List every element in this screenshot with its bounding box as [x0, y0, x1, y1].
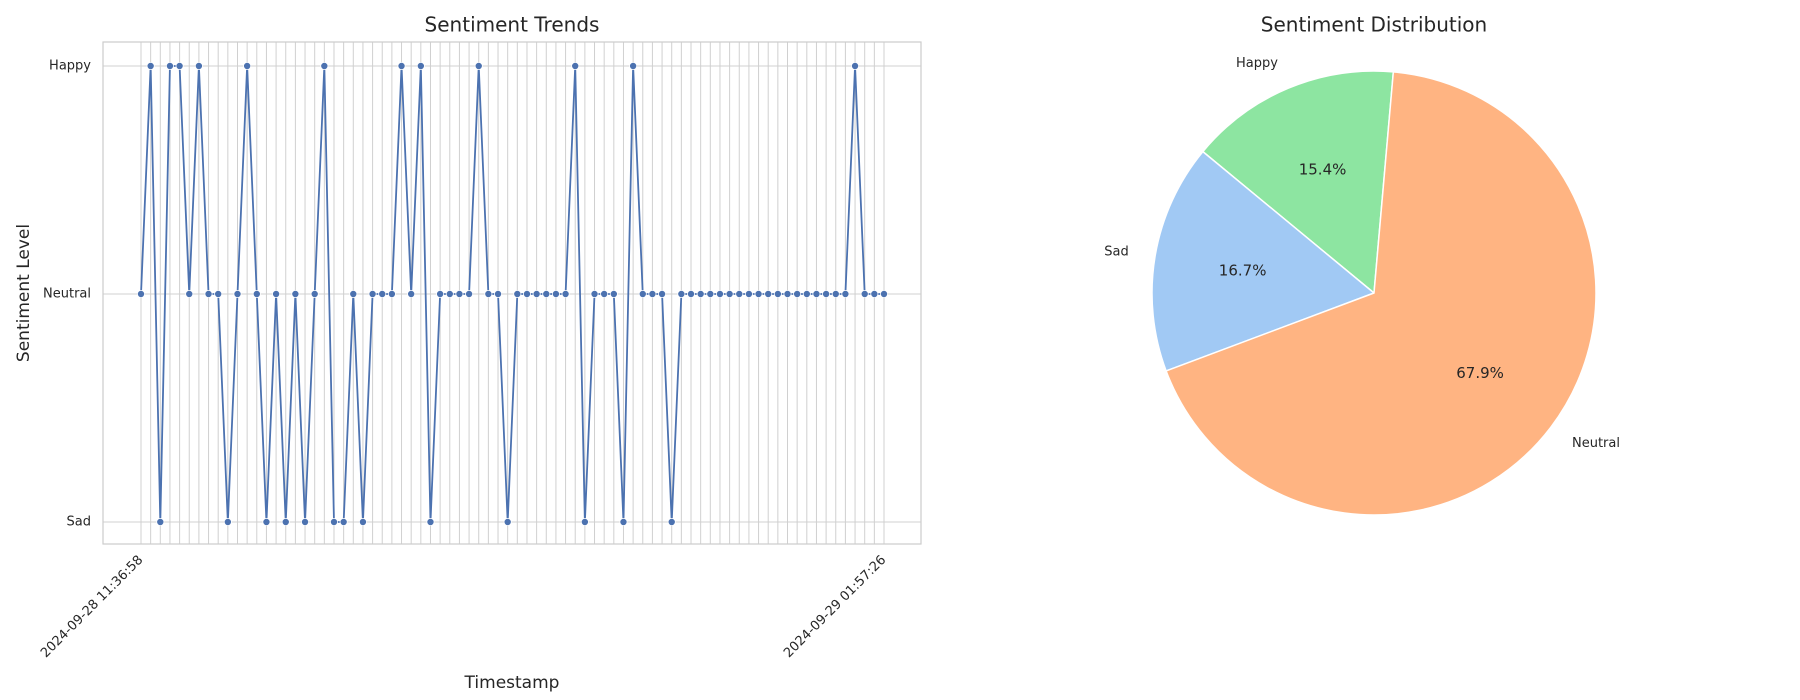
point: [609, 289, 618, 298]
point: [436, 289, 445, 298]
point: [358, 518, 367, 527]
slice-label: Happy: [1236, 56, 1278, 71]
point: [667, 518, 676, 527]
point: [233, 289, 242, 298]
point: [764, 289, 773, 298]
point: [329, 518, 338, 527]
x-tick-label: 2024-09-29 01:57:26: [781, 553, 889, 661]
point: [600, 289, 609, 298]
slice-percent: 15.4%: [1299, 161, 1347, 179]
point: [696, 289, 705, 298]
x-tick-label: 2024-09-28 11:36:58: [38, 553, 146, 661]
plot-frame: [102, 41, 922, 545]
point: [522, 289, 531, 298]
point: [387, 289, 396, 298]
pie-slice: [1151, 150, 1376, 372]
point: [185, 289, 194, 298]
point: [146, 62, 155, 71]
point: [619, 518, 628, 527]
point: [677, 289, 686, 298]
point: [590, 289, 599, 298]
point: [851, 62, 860, 71]
point: [783, 289, 792, 298]
point: [156, 518, 165, 527]
y-tick-label: Neutral: [43, 287, 91, 302]
point: [416, 62, 425, 71]
point: [214, 289, 223, 298]
point: [445, 289, 454, 298]
point: [735, 289, 744, 298]
point: [301, 518, 310, 527]
point: [281, 518, 290, 527]
point: [793, 289, 802, 298]
pie-slice: [1165, 71, 1597, 516]
y-tick-label: Sad: [67, 515, 91, 530]
point: [426, 518, 435, 527]
pie-slice: [1201, 70, 1395, 295]
slice-label: Sad: [1104, 244, 1128, 259]
point: [802, 289, 811, 298]
point: [310, 289, 319, 298]
point: [243, 62, 252, 71]
point: [725, 289, 734, 298]
point: [349, 289, 358, 298]
point: [465, 289, 474, 298]
point: [687, 289, 696, 298]
slice-label: Neutral: [1572, 436, 1620, 451]
point: [860, 289, 869, 298]
slice-percent: 16.7%: [1219, 262, 1267, 280]
point: [551, 289, 560, 298]
point: [571, 62, 580, 71]
point: [397, 62, 406, 71]
x-axis-label: Timestamp: [464, 673, 560, 693]
point: [474, 62, 483, 71]
y-axis-label: Sentiment Level: [14, 224, 34, 362]
point: [648, 289, 657, 298]
point: [252, 289, 261, 298]
point: [378, 289, 387, 298]
point: [513, 289, 522, 298]
point: [368, 289, 377, 298]
point: [262, 518, 271, 527]
point: [561, 289, 570, 298]
point: [194, 62, 203, 71]
point: [532, 289, 541, 298]
point: [715, 289, 724, 298]
point: [542, 289, 551, 298]
point: [136, 289, 145, 298]
slice-percent: 67.9%: [1456, 364, 1504, 382]
point: [870, 289, 879, 298]
point: [658, 289, 667, 298]
point: [754, 289, 763, 298]
point: [503, 518, 512, 527]
point: [204, 289, 213, 298]
point: [744, 289, 753, 298]
point: [841, 289, 850, 298]
point: [455, 289, 464, 298]
point: [484, 289, 493, 298]
point: [320, 62, 329, 71]
point: [407, 289, 416, 298]
point: [291, 289, 300, 298]
point: [822, 289, 831, 298]
point: [223, 518, 232, 527]
point: [706, 289, 715, 298]
pie-title: Sentiment Distribution: [1261, 13, 1487, 37]
point: [339, 518, 348, 527]
y-tick-label: Happy: [49, 59, 91, 74]
line-title: Sentiment Trends: [425, 13, 600, 37]
point: [165, 62, 174, 71]
point: [880, 289, 889, 298]
point: [629, 62, 638, 71]
point: [638, 289, 647, 298]
point: [175, 62, 184, 71]
point: [272, 289, 281, 298]
point: [812, 289, 821, 298]
point: [494, 289, 503, 298]
point: [831, 289, 840, 298]
point: [773, 289, 782, 298]
point: [580, 518, 589, 527]
